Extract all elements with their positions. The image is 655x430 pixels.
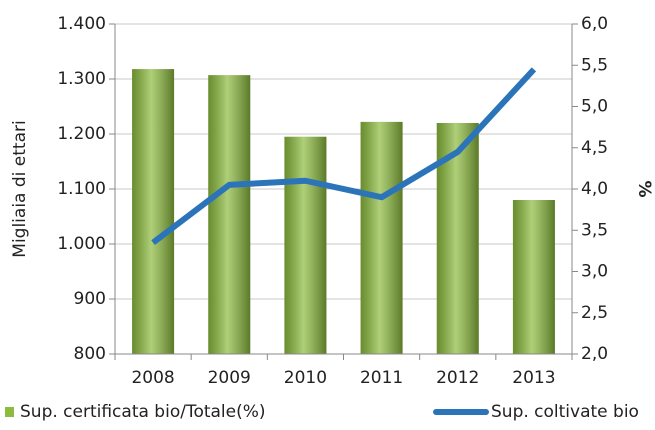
bar-shade — [132, 69, 175, 354]
bar-shade — [284, 136, 327, 354]
y-tick-label: 1.300 — [57, 69, 106, 89]
bar-shade — [360, 121, 403, 355]
y2-tick-label: 3,0 — [581, 262, 608, 282]
y-tick-label: 1.400 — [57, 14, 106, 34]
x-tick-label: 2009 — [208, 368, 251, 388]
x-tick-label: 2012 — [436, 368, 479, 388]
x-tick-label: 2010 — [284, 368, 327, 388]
y2-tick-label: 2,0 — [581, 344, 608, 364]
y2-tick-label: 6,0 — [581, 14, 608, 34]
y2-tick-label: 4,5 — [581, 138, 608, 158]
bar-shade — [208, 75, 251, 355]
y2-axis-label: % — [634, 180, 654, 197]
y-tick-label: 1.000 — [57, 234, 106, 254]
x-tick-label: 2013 — [512, 368, 555, 388]
y-tick-label: 1.200 — [57, 124, 106, 144]
x-tick-label: 2011 — [360, 368, 403, 388]
y2-tick-label: 5,5 — [581, 55, 608, 75]
y2-tick-label: 5,0 — [581, 97, 608, 117]
y2-tick-label: 2,5 — [581, 303, 608, 323]
y2-tick-label: 3,5 — [581, 220, 608, 240]
line — [151, 67, 537, 246]
y-axis-label: Migliaia di ettari — [10, 120, 30, 257]
y2-tick-label: 4,0 — [581, 179, 608, 199]
y-tick-label: 1.100 — [57, 179, 106, 199]
legend-label: Sup. certificata bio/Totale(%) — [20, 402, 266, 422]
y-tick-label: 800 — [74, 344, 106, 364]
y-tick-label: 900 — [74, 289, 106, 309]
bar-shade — [512, 200, 555, 354]
legend-swatch — [5, 407, 14, 417]
legend-label: Sup. coltivate bio — [491, 402, 639, 422]
x-tick-label: 2008 — [131, 368, 174, 388]
